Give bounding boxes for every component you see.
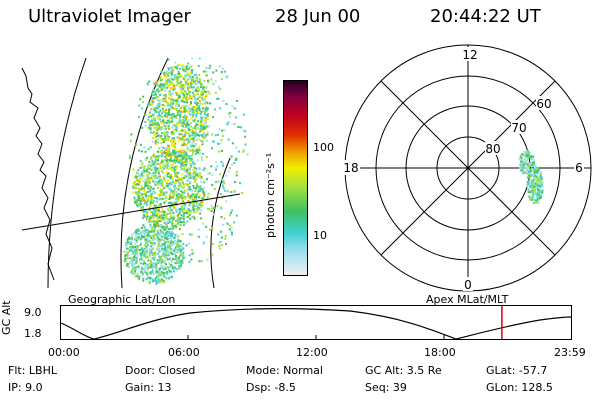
- apex-caption: Apex MLat/MLT: [426, 293, 509, 306]
- colorbar: [283, 80, 308, 276]
- glat-info: GLat: -57.7: [486, 364, 548, 377]
- colorbar-tick-10: 10: [313, 229, 327, 242]
- latitude-line: [21, 193, 241, 231]
- ip-info: IP: 9.0: [8, 381, 43, 394]
- time-tick-label: 06:00: [168, 346, 200, 359]
- time-tick-label: 18:00: [424, 346, 456, 359]
- filter-info: Flt: LBHL: [8, 364, 57, 377]
- lat-label-70: 70: [511, 121, 526, 135]
- altitude-curve: [60, 307, 572, 340]
- colorbar-tick-100: 100: [313, 141, 334, 154]
- mlt-label-0: 0: [464, 278, 472, 292]
- altitude-axis-label: GC Alt: [0, 300, 13, 335]
- seq-info: Seq: 39: [365, 381, 407, 394]
- coastline: [21, 67, 55, 281]
- mlt-label-12: 12: [462, 48, 477, 62]
- geographic-caption: Geographic Lat/Lon: [68, 293, 176, 306]
- glon-info: GLon: 128.5: [486, 381, 553, 394]
- polar-diagonal: [380, 80, 556, 256]
- meridian-line: [47, 58, 87, 288]
- polar-plot: 12 18 6 0 60 70 80: [342, 44, 592, 292]
- time-tick-label: 23:59: [554, 346, 586, 359]
- instrument-title: Ultraviolet Imager: [28, 6, 191, 27]
- dsp-info: Dsp: -8.5: [246, 381, 296, 394]
- altitude-tick-high: 9.0: [24, 306, 42, 319]
- altitude-plot: [60, 305, 572, 340]
- observation-time: 20:44:22 UT: [430, 6, 541, 27]
- aurora-emission-geo: [123, 58, 249, 285]
- lat-label-80: 80: [485, 142, 500, 156]
- meridian-line: [210, 157, 231, 288]
- lat-label-60: 60: [536, 97, 551, 111]
- meridian-line: [120, 58, 169, 288]
- gc-alt-info: GC Alt: 3.5 Re: [365, 364, 442, 377]
- mode-info: Mode: Normal: [246, 364, 323, 377]
- geographic-image-panel: [21, 58, 249, 288]
- altitude-tick-low: 1.8: [24, 327, 42, 340]
- gain-info: Gain: 13: [125, 381, 172, 394]
- time-tick-label: 00:00: [48, 346, 80, 359]
- mlt-label-6: 6: [575, 161, 583, 175]
- observation-date: 28 Jun 00: [275, 6, 361, 27]
- aurora-emission-polar: [518, 150, 544, 204]
- time-tick-label: 12:00: [296, 346, 328, 359]
- door-info: Door: Closed: [125, 364, 196, 377]
- colorbar-label: photon cm⁻²s⁻¹: [264, 152, 277, 238]
- mlt-label-18: 18: [343, 161, 358, 175]
